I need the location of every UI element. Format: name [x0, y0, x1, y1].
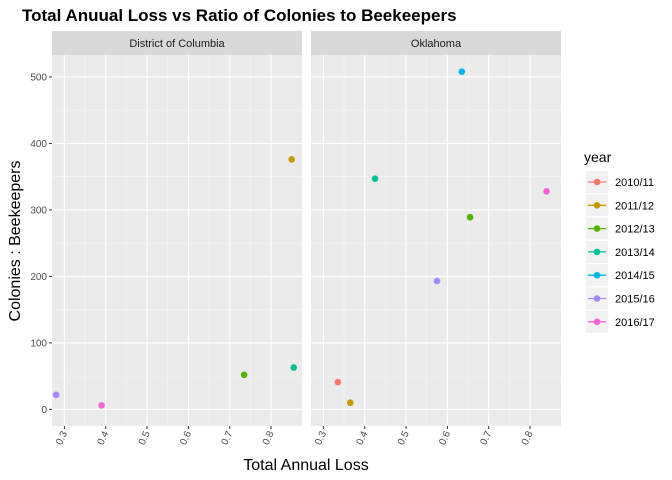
x-tick-label: 0.3 — [54, 429, 70, 447]
legend-key-point — [593, 318, 601, 326]
data-point — [98, 402, 105, 409]
legend-item-label: 2012/13 — [615, 224, 655, 236]
y-tick-label: 300 — [30, 205, 47, 216]
data-point — [288, 156, 295, 163]
x-tick-label: 0.8 — [520, 429, 536, 447]
x-tick-label: 0.4 — [355, 429, 371, 447]
facet-strip-label: Oklahoma — [411, 38, 462, 50]
data-point — [543, 187, 550, 195]
facet-strip — [52, 31, 302, 55]
panel-background — [52, 55, 302, 426]
legend-item-label: 2013/14 — [615, 247, 655, 259]
chart-title: Total Anuual Loss vs Ratio of Colonies t… — [22, 6, 457, 25]
legend-item: 2012/13 — [586, 217, 655, 240]
legend: year 2010/11 2011/12 2012/13 2013/14 2014/15… — [584, 149, 655, 333]
legend-item: 2010/11 — [586, 171, 654, 193]
x-tick-label: 0.6 — [437, 429, 453, 447]
legend-item-label: 2015/16 — [615, 294, 655, 306]
data-point — [371, 175, 379, 182]
legend-item: 2015/16 — [586, 287, 655, 310]
legend-item: 2011/12 — [586, 194, 654, 217]
legend-key-point — [593, 178, 601, 186]
y-tick-label: 500 — [30, 72, 47, 83]
panel-background — [311, 55, 561, 426]
x-tick-label: 0.6 — [178, 429, 194, 447]
x-tick-label: 0.7 — [479, 429, 495, 447]
legend-key-point — [593, 271, 601, 279]
y-axis-title: Colonies : Beekeepers — [7, 161, 24, 322]
y-tick-label: 200 — [30, 272, 47, 283]
x-tick-label: 0.5 — [137, 429, 153, 447]
data-point — [52, 391, 60, 399]
facet-strip — [311, 31, 561, 55]
facet-panel: Oklahoma 0.3 0.4 0.5 0.6 0.7 0.8 — [311, 31, 561, 447]
legend-item-label: 2014/15 — [615, 270, 655, 282]
y-axis: 0 100 200 300 400 500 — [30, 72, 52, 416]
x-tick-label: 0.4 — [96, 429, 112, 447]
x-tick-label: 0.8 — [261, 429, 277, 447]
data-point — [290, 364, 298, 371]
data-point — [433, 277, 441, 285]
legend-key-point — [593, 202, 601, 209]
legend-key-point — [593, 295, 601, 302]
legend-key-point — [593, 225, 601, 232]
x-tick-label: 0.3 — [313, 429, 329, 447]
legend-title: year — [584, 149, 612, 165]
y-tick-label: 0 — [41, 405, 47, 416]
x-tick-label: 0.5 — [396, 429, 412, 447]
facet-strip-label: District of Columbia — [129, 38, 225, 50]
legend-item-label: 2010/11 — [615, 177, 654, 189]
data-point — [458, 68, 466, 75]
legend-item-label: 2016/17 — [615, 317, 655, 329]
data-point — [466, 213, 474, 221]
x-axis-title: Total Annual Loss — [243, 457, 368, 474]
x-tick-label: 0.7 — [220, 429, 236, 447]
legend-item-label: 2011/12 — [615, 200, 654, 212]
data-point — [346, 399, 354, 407]
facet-panel: District of Columbia 0.3 0.4 0.5 0.6 0.7 0.8 — [52, 31, 302, 447]
y-tick-label: 100 — [30, 338, 47, 349]
legend-key-point — [593, 248, 601, 256]
legend-item: 2016/17 — [586, 310, 655, 333]
data-point — [240, 371, 248, 379]
legend-item: 2013/14 — [586, 240, 655, 263]
data-point — [334, 378, 342, 386]
y-tick-label: 400 — [30, 139, 47, 150]
legend-item: 2014/15 — [586, 264, 655, 287]
